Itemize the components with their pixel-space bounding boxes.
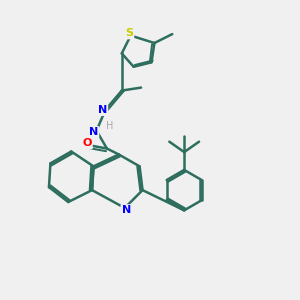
Text: N: N <box>98 105 107 115</box>
Text: N: N <box>89 127 98 137</box>
Text: N: N <box>122 205 131 215</box>
Text: O: O <box>82 138 92 148</box>
Text: H: H <box>106 121 114 131</box>
Text: S: S <box>125 28 133 38</box>
